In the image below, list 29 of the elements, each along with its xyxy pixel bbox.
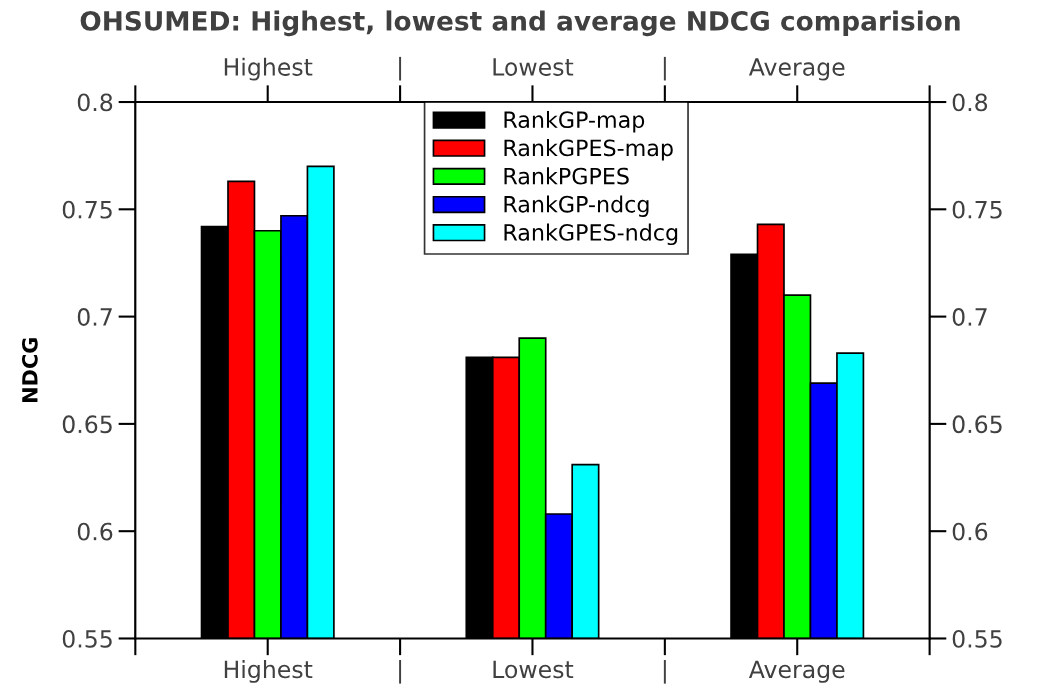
- y2-tick-label: 0.55: [952, 629, 1002, 648]
- text: |: [663, 660, 666, 684]
- y-axis-title: NDCG: [21, 338, 38, 402]
- y2-tick-label: 0.75: [952, 200, 1002, 219]
- chart-title: OHSUMED: Highest, lowest and average NDCG comparision: [80, 10, 960, 37]
- text: |: [399, 660, 402, 684]
- legend-label: RankPGPES: [504, 167, 629, 185]
- x-tick-label: Average: [748, 660, 845, 683]
- y2-tick-label: 0.8: [952, 93, 988, 112]
- y-tick-label: 0.6: [77, 522, 113, 541]
- y2-tick-label: 0.6: [952, 522, 988, 541]
- x-tick-label: Highest: [224, 660, 313, 683]
- y-tick-label: 0.75: [62, 200, 112, 219]
- y2-tick-label: 0.7: [952, 308, 987, 326]
- text: |: [399, 56, 402, 81]
- category-label: Highest: [224, 57, 313, 81]
- category-label: Lowest: [493, 58, 574, 76]
- category-label: Average: [748, 58, 845, 81]
- y-tick-label: 0.7: [77, 308, 112, 326]
- x-tick-label: Lowest: [493, 660, 574, 679]
- text: |: [663, 56, 666, 81]
- y-tick-label: 0.8: [77, 93, 113, 112]
- legend-label: RankGPES-map: [504, 139, 673, 161]
- legend-label: RankGPES-ndcg: [504, 223, 678, 246]
- legend-label: RankGP-ndcg: [504, 195, 649, 217]
- legend-label: RankGP-map: [504, 110, 645, 133]
- y-tick-label: 0.65: [62, 415, 112, 434]
- y2-tick-label: 0.65: [952, 415, 1002, 434]
- y-tick-label: 0.55: [62, 629, 112, 648]
